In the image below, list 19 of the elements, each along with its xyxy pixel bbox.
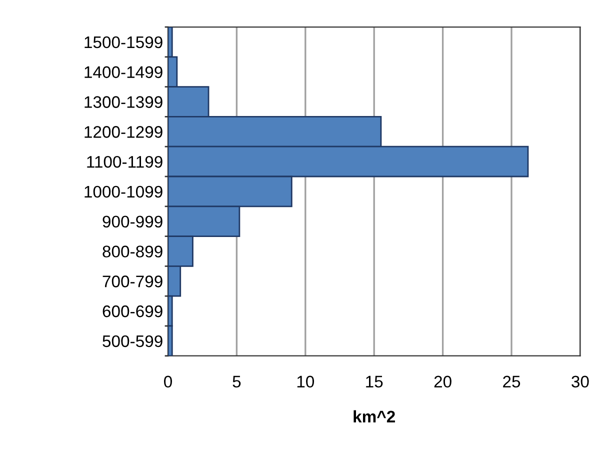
x-tick-label: 15 xyxy=(366,376,383,388)
y-tick-label: 500-599 xyxy=(102,335,162,348)
x-tick-label: 10 xyxy=(297,376,314,388)
y-tick-label: 1100-1199 xyxy=(87,156,162,168)
x-tick-label: 0 xyxy=(164,376,172,388)
x-tick-label: 5 xyxy=(232,376,241,388)
y-tick-label: 900-999 xyxy=(102,216,162,228)
x-axis-title: km^2 xyxy=(354,410,395,422)
y-tick-label: 600-699 xyxy=(102,305,162,318)
y-tick-label: 1200-1299 xyxy=(84,126,162,138)
x-tick-label: 25 xyxy=(503,376,520,388)
x-tick-label: 20 xyxy=(434,376,452,388)
y-tick-label: 1000-1099 xyxy=(84,186,162,198)
y-tick-label: 1500-1599 xyxy=(84,36,162,48)
x-tick-label: 30 xyxy=(572,376,589,388)
y-tick-label: 800-899 xyxy=(102,246,162,258)
y-tick-label: 1300-1399 xyxy=(84,96,162,108)
y-tick-label: 700-799 xyxy=(102,276,162,288)
y-tick-label: 1400-1499 xyxy=(84,66,162,78)
